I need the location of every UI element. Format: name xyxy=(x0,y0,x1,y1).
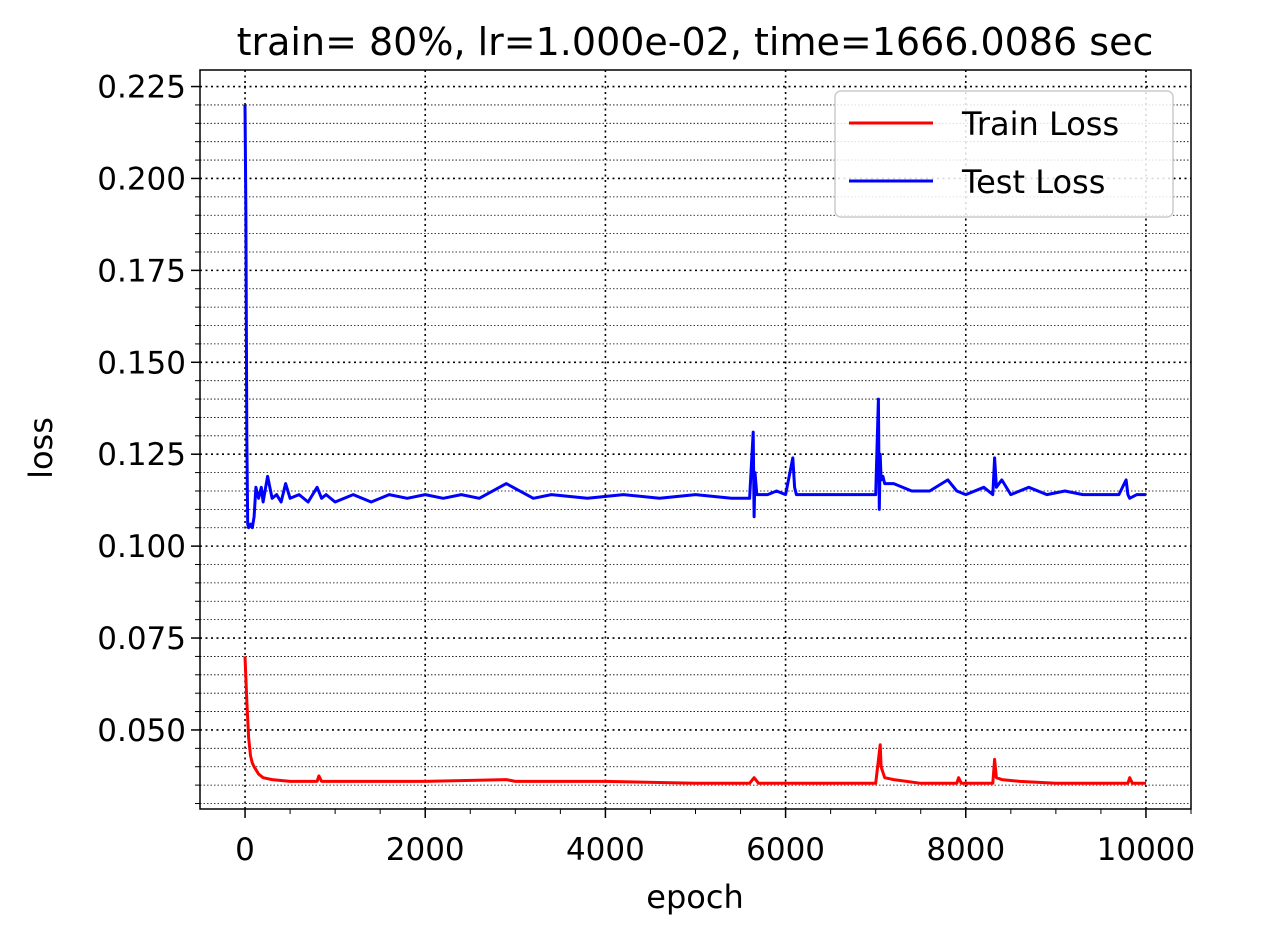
y-tick-label: 0.200 xyxy=(97,161,186,197)
x-axis-label: epoch xyxy=(646,878,743,916)
legend-label-test-loss: Test Loss xyxy=(961,163,1105,201)
series-layer xyxy=(243,104,1146,785)
minor-grid xyxy=(200,104,1191,804)
x-tick-label: 2000 xyxy=(386,832,465,868)
legend-label-train-loss: Train Loss xyxy=(961,105,1119,143)
y-tick-label: 0.175 xyxy=(97,253,186,289)
major-grid xyxy=(200,70,1191,809)
y-tick-label: 0.125 xyxy=(97,437,186,473)
y-tick-label: 0.050 xyxy=(97,713,186,749)
y-tick-label: 0.150 xyxy=(97,345,186,381)
legend: Train Loss Test Loss xyxy=(834,90,1174,218)
x-tick-label: 0 xyxy=(235,832,255,868)
axis-ticks: 0 2000 4000 6000 8000 10000 0.050 0.075 0.100 0.1… xyxy=(97,70,1195,868)
y-tick-label: 0.075 xyxy=(97,621,186,657)
x-tick-label: 4000 xyxy=(566,832,645,868)
x-tick-label: 10000 xyxy=(1097,832,1196,868)
x-tick-label: 6000 xyxy=(746,832,825,868)
y-axis-label: loss xyxy=(22,417,60,479)
series-line-train-loss xyxy=(243,656,1146,785)
y-tick-label: 0.100 xyxy=(97,529,186,565)
chart-title: train= 80%, lr=1.000e-02, time=1666.0086… xyxy=(237,20,1154,64)
y-tick-label: 0.225 xyxy=(97,70,186,106)
x-tick-label: 8000 xyxy=(926,832,1005,868)
series-line-test-loss xyxy=(243,104,1146,530)
